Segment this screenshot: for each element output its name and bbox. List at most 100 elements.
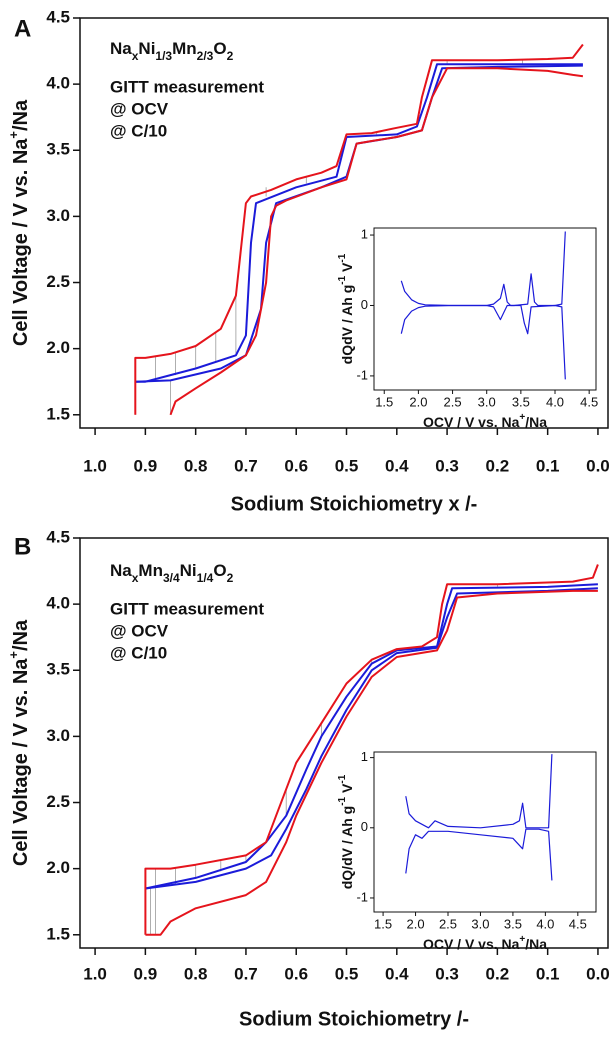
y-axis-label: Cell Voltage / V vs. Na+/Na [6, 619, 32, 866]
legend-title-part: x [132, 49, 139, 63]
inset-x-tick-label: 3.0 [478, 394, 496, 409]
x-tick-label: 0.1 [536, 964, 560, 983]
x-tick-label: 0.0 [586, 456, 610, 475]
inset-x-tick-label: 2.5 [444, 394, 462, 409]
inset-x-axis-label-part: /Na [525, 414, 547, 430]
legend-entry: @ OCV [110, 621, 169, 640]
legend-title-part: 2 [227, 49, 234, 63]
y-tick-label: 2.0 [46, 338, 70, 357]
inset-y-axis-label-part: -1 [337, 796, 348, 805]
panel-label: B [14, 533, 31, 560]
data-line [145, 583, 598, 890]
inset-x-axis-label-part: OCV / V vs. Na [423, 936, 520, 952]
y-tick-label: 1.5 [46, 924, 70, 943]
x-tick-label: 0.2 [486, 964, 510, 983]
legend-title-part: 1/4 [197, 571, 214, 585]
x-tick-label: 0.0 [586, 964, 610, 983]
legend-entry: @ C/10 [110, 121, 167, 140]
inset-x-tick-label: 4.5 [580, 394, 598, 409]
data-line [134, 43, 584, 415]
x-tick-label: 0.6 [284, 964, 308, 983]
inset-x-tick-label: 1.5 [374, 916, 392, 931]
inset-x-tick-label: 4.0 [536, 916, 554, 931]
x-tick-label: 0.4 [385, 456, 409, 475]
x-tick-label: 1.0 [83, 964, 107, 983]
y-tick-label: 2.5 [46, 792, 70, 811]
legend-entry: @ C/10 [110, 643, 167, 662]
inset-x-tick-label: 3.5 [504, 916, 522, 931]
data-line [405, 754, 553, 829]
y-axis-label-part: /Na [10, 619, 32, 651]
x-tick-label: 0.3 [435, 964, 459, 983]
x-tick-label: 1.0 [83, 456, 107, 475]
legend-title-part: 3/4 [163, 571, 180, 585]
data-line [400, 304, 566, 380]
inset-y-tick-label: -1 [356, 367, 368, 382]
inset-y-axis-label-part: dQdV / Ah g [339, 285, 355, 365]
legend-title-part: x [132, 571, 139, 585]
y-tick-label: 4.0 [46, 74, 70, 93]
x-tick-label: 0.5 [335, 964, 359, 983]
legend-title-part: O [213, 39, 226, 58]
data-line [145, 587, 598, 890]
inset-x-axis-label-part: /Na [525, 936, 547, 952]
inset-y-tick-label: 0 [361, 297, 368, 312]
y-axis-label-part: + [6, 651, 21, 659]
inset-y-axis-label-part: dQ/dV / Ah g [339, 806, 355, 889]
inset-y-tick-label: -1 [356, 889, 368, 904]
legend-title-part: Ni [180, 561, 197, 580]
data-line [169, 67, 584, 416]
inset-y-axis-label: dQdV / Ah g-1 V-1 [337, 253, 355, 364]
y-tick-label: 4.0 [46, 594, 70, 613]
inset-x-tick-label: 2.0 [407, 916, 425, 931]
legend-title-part: Mn [172, 39, 197, 58]
data-line [405, 828, 553, 881]
data-line [144, 564, 599, 935]
inset-x-tick-label: 1.5 [375, 394, 393, 409]
legend-title-part: O [213, 561, 226, 580]
inset-x-tick-label: 4.5 [569, 916, 587, 931]
inset-x-axis-label: OCV / V vs. Na+/Na [423, 934, 547, 952]
data-line [145, 589, 598, 936]
y-tick-label: 3.5 [46, 140, 70, 159]
x-tick-label: 0.9 [134, 964, 158, 983]
legend-title-part: 2 [227, 571, 234, 585]
legend-entry: GITT measurement [110, 77, 264, 96]
plot-frame [79, 17, 609, 429]
legend-title-part: Na [110, 39, 132, 58]
y-tick-label: 2.0 [46, 858, 70, 877]
y-tick-label: 4.5 [46, 7, 70, 26]
legend-title-part: 1/3 [155, 49, 172, 63]
legend-entry: @ OCV [110, 99, 169, 118]
inset-x-axis-label: OCV / V vs. Na+/Na [423, 412, 547, 430]
legend-title: NaxMn3/4Ni1/4O2 [110, 561, 234, 585]
legend-title-part: Na [110, 561, 132, 580]
inset-frame [373, 751, 597, 913]
inset-y-axis-label-part: -1 [337, 275, 348, 284]
y-tick-label: 3.5 [46, 660, 70, 679]
inset-x-tick-label: 4.0 [546, 394, 564, 409]
inset-y-tick-label: 0 [361, 819, 368, 834]
y-tick-label: 2.5 [46, 272, 70, 291]
inset-y-axis-label-part: -1 [337, 253, 348, 262]
x-tick-label: 0.7 [234, 456, 258, 475]
x-tick-label: 0.5 [335, 456, 359, 475]
plot-frame [79, 537, 609, 949]
inset-x-tick-label: 2.5 [439, 916, 457, 931]
x-tick-label: 0.8 [184, 456, 208, 475]
x-tick-label: 0.3 [435, 456, 459, 475]
legend-entry: GITT measurement [110, 599, 264, 618]
y-tick-label: 4.5 [46, 527, 70, 546]
x-tick-label: 0.1 [536, 456, 560, 475]
y-axis-label-part: + [6, 131, 21, 139]
y-tick-label: 1.5 [46, 404, 70, 423]
inset-y-tick-label: 1 [361, 226, 368, 241]
x-tick-label: 0.6 [284, 456, 308, 475]
legend-title: NaxNi1/3Mn2/3O2 [110, 39, 234, 63]
y-tick-label: 3.0 [46, 726, 70, 745]
x-tick-label: 0.7 [234, 964, 258, 983]
y-tick-label: 3.0 [46, 206, 70, 225]
inset-y-tick-label: 1 [361, 749, 368, 764]
inset-x-tick-label: 2.0 [409, 394, 427, 409]
